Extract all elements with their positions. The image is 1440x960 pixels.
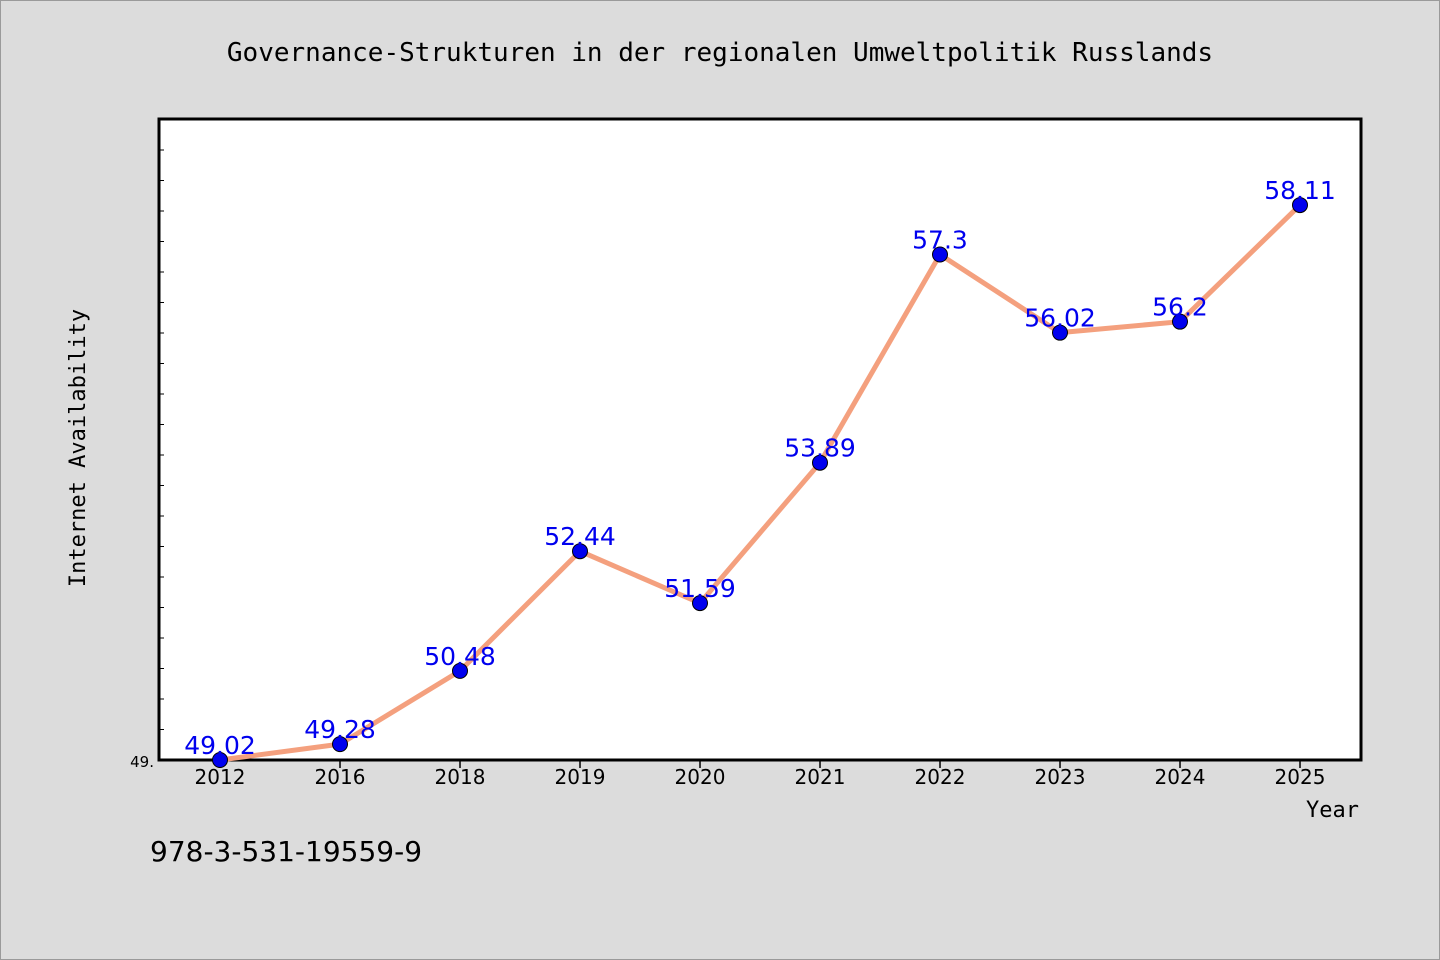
- x-axis: 2012 2016 2018 2019 2020 2021 2022 2023 2024 2025: [195, 760, 1326, 789]
- y-axis-minor-ticks: [159, 149, 164, 761]
- data-point: [212, 752, 228, 768]
- data-point: [572, 543, 588, 560]
- data-point: [1172, 313, 1188, 330]
- y-axis-label: Internet Availability: [66, 309, 91, 587]
- data-label: 57.3: [912, 226, 968, 255]
- x-tick-label: 2016: [315, 765, 366, 789]
- data-label: 56.2: [1152, 293, 1208, 322]
- data-label: 51.59: [664, 574, 736, 603]
- y-tick-label: 49.: [130, 753, 154, 771]
- x-axis-label: Year: [1306, 798, 1359, 823]
- data-labels: 49.02 49.28 50.48 52.44 51.59 53.89 57.3 56.02 5…: [184, 176, 1336, 760]
- data-point: [932, 246, 948, 263]
- data-label: 52.44: [544, 522, 616, 551]
- x-tick-label: 2022: [915, 765, 966, 789]
- data-point: [1292, 197, 1308, 214]
- isbn-text: 978-3-531-19559-9: [150, 835, 423, 868]
- x-tick-label: 2024: [1155, 765, 1206, 789]
- x-tick-label: 2021: [795, 765, 846, 789]
- data-point: [452, 662, 468, 679]
- x-tick-label: 2019: [555, 765, 606, 789]
- plot-area: [157, 117, 1363, 762]
- data-point: [332, 736, 348, 753]
- data-label: 53.89: [784, 434, 856, 463]
- data-point: [1052, 324, 1068, 341]
- x-tick-label: 2018: [435, 765, 486, 789]
- data-label: 50.48: [424, 642, 496, 671]
- x-tick-label: 2020: [675, 765, 726, 789]
- chart-title: Governance-Strukturen in der regionalen …: [227, 38, 1213, 68]
- data-point: [692, 595, 708, 612]
- series-line: [217, 202, 1303, 763]
- data-label: 49.02: [184, 731, 256, 760]
- data-label: 58.11: [1264, 176, 1336, 205]
- data-point: [812, 454, 828, 471]
- data-points: [212, 197, 1308, 768]
- x-tick-label: 2012: [195, 765, 246, 789]
- x-tick-label: 2023: [1035, 765, 1086, 789]
- x-tick-label: 2025: [1275, 765, 1326, 789]
- data-label: 49.28: [304, 715, 376, 744]
- data-label: 56.02: [1024, 304, 1096, 333]
